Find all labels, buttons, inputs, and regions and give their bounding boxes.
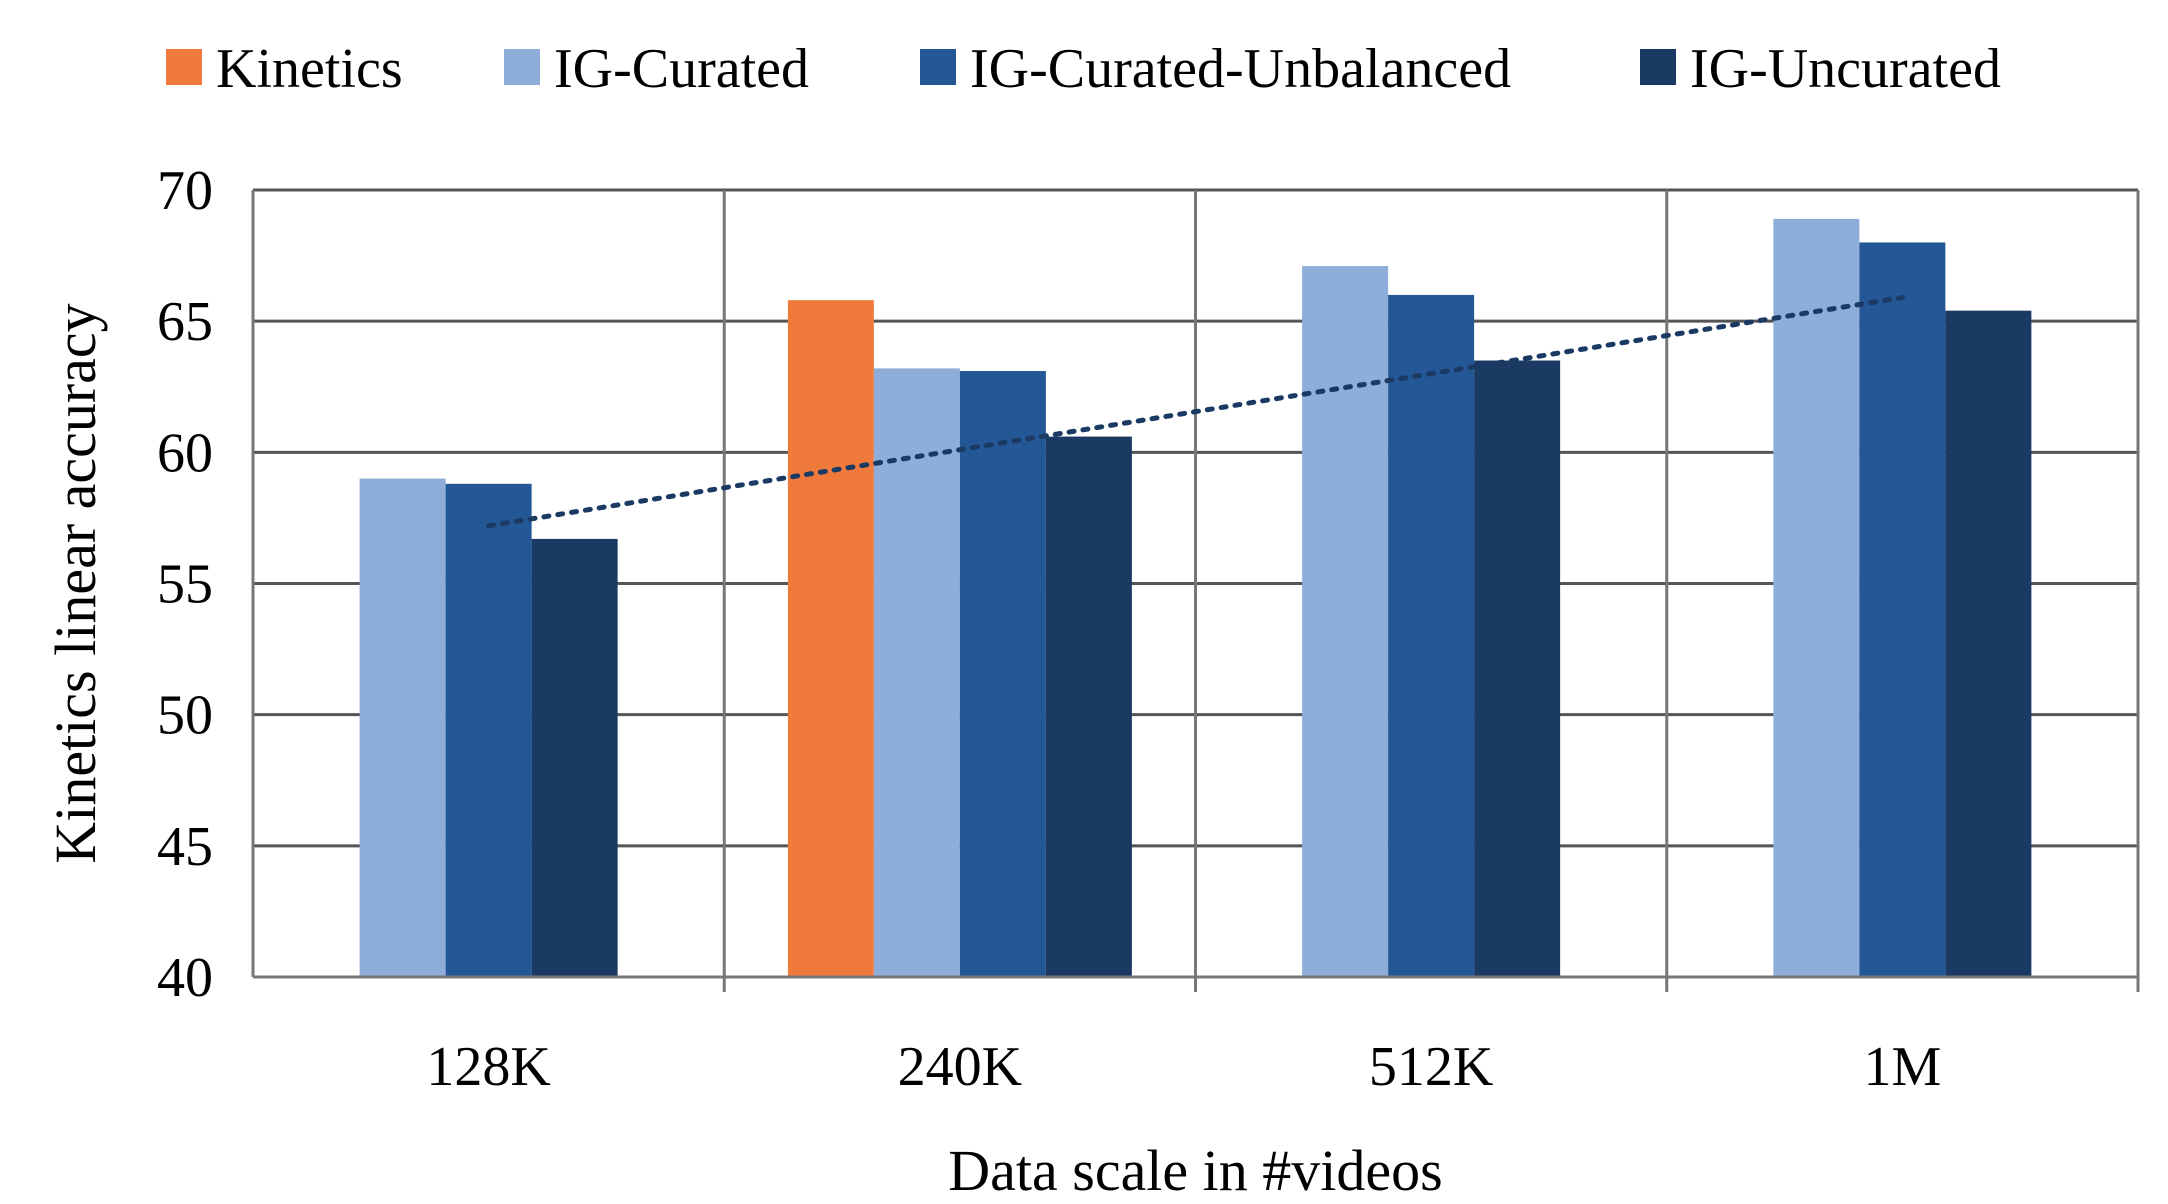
bar [1388, 294, 1475, 977]
legend-swatch [504, 49, 540, 85]
bar-series [359, 218, 2032, 977]
bar [1945, 310, 2032, 977]
legend-swatch [920, 49, 956, 85]
y-tick-label: 45 [157, 816, 213, 878]
trendline [486, 295, 1905, 529]
trend-line [486, 295, 1905, 529]
y-tick-label: 50 [157, 685, 213, 747]
bar [445, 483, 532, 977]
x-axis-title: Data scale in #videos [948, 1138, 1442, 1203]
bar [787, 300, 874, 977]
axes: 40 45 50 55 60 65 70 128K 240K 512K 1M [157, 160, 2138, 1098]
bar [1773, 218, 1860, 977]
bar [1474, 360, 1561, 977]
legend-swatch [1640, 49, 1676, 85]
bar [873, 368, 960, 977]
x-tick-label: 512K [1369, 1036, 1493, 1098]
bar [959, 371, 1046, 977]
bar [531, 538, 618, 977]
bar [1859, 242, 1946, 977]
bar [1302, 266, 1389, 977]
y-tick-label: 65 [157, 291, 213, 353]
legend-label: IG-Curated-Unbalanced [970, 38, 1511, 100]
legend-label: IG-Uncurated [1690, 38, 2001, 100]
y-tick-label: 70 [157, 160, 213, 222]
legend-swatch [166, 49, 202, 85]
x-tick-label: 240K [898, 1036, 1022, 1098]
legend-label: Kinetics [216, 38, 403, 100]
legend-label: IG-Curated [554, 38, 809, 100]
y-axis-title: Kinetics linear accuracy [43, 303, 108, 863]
y-tick-label: 60 [157, 422, 213, 484]
y-tick-label: 55 [157, 554, 213, 616]
legend: Kinetics IG-Curated IG-Curated-Unbalanced I… [166, 38, 2001, 100]
bar [359, 478, 446, 977]
x-tick-label: 128K [426, 1036, 550, 1098]
bar [1045, 436, 1132, 977]
y-tick-label: 40 [157, 947, 213, 1009]
x-tick-label: 1M [1863, 1036, 1941, 1098]
